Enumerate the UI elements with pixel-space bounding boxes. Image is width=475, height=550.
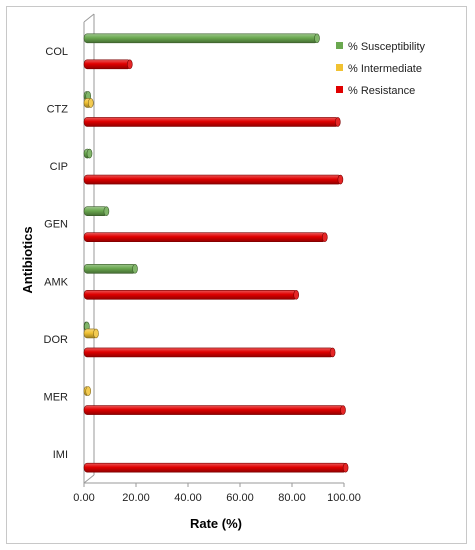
y-tick-label: GEN <box>44 219 68 231</box>
bar-cip-series-2 <box>83 174 344 185</box>
bar-dor-series-1 <box>83 328 99 339</box>
legend-label: % Susceptibility <box>348 41 426 53</box>
bar-mer-series-2 <box>83 405 346 415</box>
y-tick-label: IMI <box>53 449 68 461</box>
legend-swatch <box>336 86 343 93</box>
bar-col-series-0 <box>83 33 320 44</box>
bar-ctz-series-1 <box>83 98 94 108</box>
bar-mer-series-1 <box>83 386 91 396</box>
y-tick-label: CTZ <box>47 103 69 115</box>
bar-cip-series-0 <box>83 148 93 159</box>
axes: 0.00 20.00 40.00 60.00 80.00 100.00 COL CTZ CIP G… <box>44 13 361 504</box>
legend-swatch <box>336 42 343 49</box>
y-tick-label: COL <box>45 46 68 58</box>
y-axis-title: Antibiotics <box>20 226 35 293</box>
y-tick-label: DOR <box>44 334 69 346</box>
bar-gen-series-0 <box>83 206 110 216</box>
bar-ctz-series-2 <box>83 117 341 127</box>
x-tick-label: 20.00 <box>122 492 150 504</box>
bar-gen-series-2 <box>83 232 328 242</box>
chart-frame <box>6 6 467 544</box>
legend-swatch <box>336 64 343 71</box>
bars <box>83 33 349 473</box>
y-tick-label: CIP <box>50 161 68 173</box>
x-axis-title: Rate (%) <box>190 516 242 531</box>
axis-corner-bottom <box>83 474 95 484</box>
y-tick-label: AMK <box>44 276 69 288</box>
y-tick-label: MER <box>44 392 69 404</box>
bar-amk-series-0 <box>83 264 138 274</box>
legend: % Susceptibility % Intermediate % Resistan… <box>336 41 426 97</box>
x-tick-label: 0.00 <box>73 492 94 504</box>
x-tick-label: 40.00 <box>174 492 202 504</box>
x-tick-label: 80.00 <box>278 492 306 504</box>
bar-imi-series-2 <box>83 462 349 473</box>
bar-dor-series-2 <box>83 347 336 358</box>
bar-amk-series-2 <box>83 290 300 300</box>
x-tick-label: 60.00 <box>226 492 254 504</box>
bar-col-series-2 <box>83 59 133 70</box>
legend-label: % Resistance <box>348 85 415 97</box>
legend-label: % Intermediate <box>348 63 422 75</box>
axis-corner-top <box>83 13 95 23</box>
x-tick-label: 100.00 <box>327 492 361 504</box>
